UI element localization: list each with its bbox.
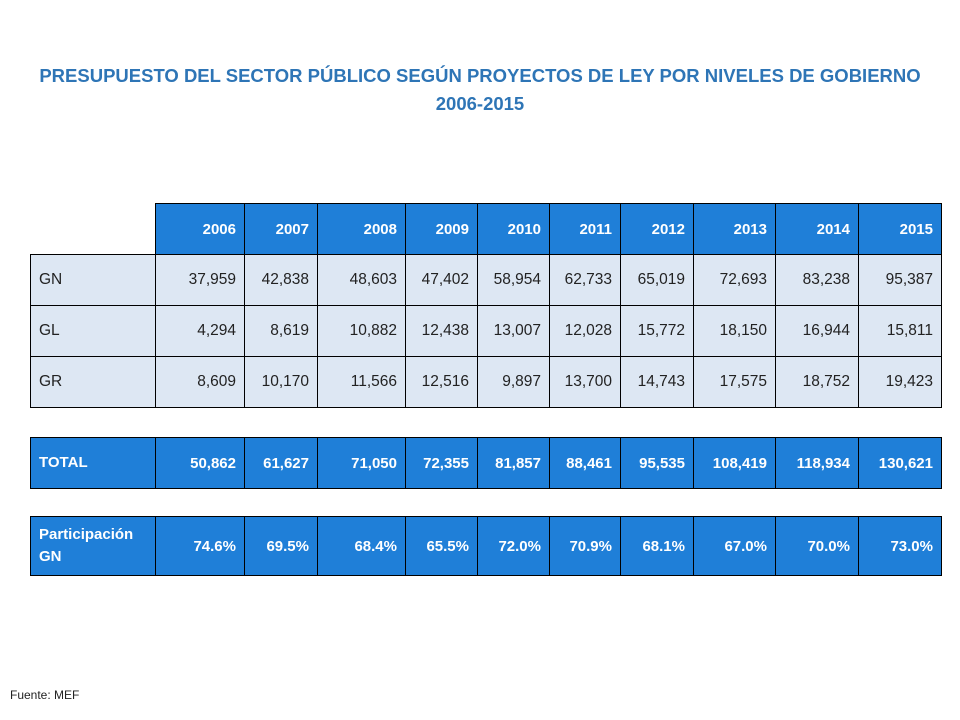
total-cell: 81,857: [477, 437, 550, 489]
value-cell: 37,959: [155, 254, 245, 306]
total-row: TOTAL 50,862 61,627 71,050 72,355 81,857…: [30, 437, 942, 489]
total-cell: 95,535: [620, 437, 694, 489]
value-cell: 95,387: [858, 254, 942, 306]
year-header: 2013: [693, 203, 776, 255]
page-title: PRESUPUESTO DEL SECTOR PÚBLICO SEGÚN PRO…: [0, 62, 960, 118]
participation-cell: 69.5%: [244, 516, 318, 576]
value-cell: 13,700: [549, 356, 621, 408]
year-header: 2010: [477, 203, 550, 255]
title-line-2: 2006-2015: [435, 93, 525, 114]
participation-cell: 72.0%: [477, 516, 550, 576]
total-label: TOTAL: [30, 437, 156, 489]
value-cell: 62,733: [549, 254, 621, 306]
year-header-row: 2006 2007 2008 2009 2010 2011 2012 2013 …: [30, 203, 942, 255]
source-note: Fuente: MEF: [10, 688, 80, 702]
value-cell: 8,609: [155, 356, 245, 408]
row-label: GL: [30, 305, 156, 357]
participation-label: Participación GN: [30, 516, 156, 576]
row-label: GN: [30, 254, 156, 306]
value-cell: 8,619: [244, 305, 318, 357]
value-cell: 10,882: [317, 305, 406, 357]
total-cell: 88,461: [549, 437, 621, 489]
participation-cell: 68.1%: [620, 516, 694, 576]
value-cell: 48,603: [317, 254, 406, 306]
total-cell: 71,050: [317, 437, 406, 489]
year-header: 2015: [858, 203, 942, 255]
budget-table: 2006 2007 2008 2009 2010 2011 2012 2013 …: [30, 203, 942, 408]
total-table: TOTAL 50,862 61,627 71,050 72,355 81,857…: [30, 437, 942, 489]
total-cell: 118,934: [775, 437, 859, 489]
value-cell: 12,438: [405, 305, 478, 357]
value-cell: 12,516: [405, 356, 478, 408]
value-cell: 12,028: [549, 305, 621, 357]
participation-cell: 70.0%: [775, 516, 859, 576]
corner-cell: [30, 203, 156, 255]
participation-cell: 74.6%: [155, 516, 245, 576]
participation-row: Participación GN 74.6% 69.5% 68.4% 65.5%…: [30, 516, 942, 576]
value-cell: 18,752: [775, 356, 859, 408]
value-cell: 65,019: [620, 254, 694, 306]
row-label: GR: [30, 356, 156, 408]
table-row-gl: GL 4,294 8,619 10,882 12,438 13,007 12,0…: [30, 305, 942, 357]
value-cell: 13,007: [477, 305, 550, 357]
value-cell: 14,743: [620, 356, 694, 408]
total-cell: 108,419: [693, 437, 776, 489]
total-cell: 130,621: [858, 437, 942, 489]
value-cell: 42,838: [244, 254, 318, 306]
participation-cell: 70.9%: [549, 516, 621, 576]
table-row-gr: GR 8,609 10,170 11,566 12,516 9,897 13,7…: [30, 356, 942, 408]
year-header: 2008: [317, 203, 406, 255]
total-cell: 61,627: [244, 437, 318, 489]
participation-cell: 68.4%: [317, 516, 406, 576]
value-cell: 16,944: [775, 305, 859, 357]
year-header: 2014: [775, 203, 859, 255]
year-header: 2006: [155, 203, 245, 255]
value-cell: 4,294: [155, 305, 245, 357]
participation-table: Participación GN 74.6% 69.5% 68.4% 65.5%…: [30, 516, 942, 576]
year-header: 2012: [620, 203, 694, 255]
participation-cell: 67.0%: [693, 516, 776, 576]
year-header: 2011: [549, 203, 621, 255]
total-cell: 72,355: [405, 437, 478, 489]
value-cell: 10,170: [244, 356, 318, 408]
value-cell: 58,954: [477, 254, 550, 306]
participation-cell: 73.0%: [858, 516, 942, 576]
value-cell: 19,423: [858, 356, 942, 408]
title-line-1: PRESUPUESTO DEL SECTOR PÚBLICO SEGÚN PRO…: [39, 65, 921, 86]
value-cell: 17,575: [693, 356, 776, 408]
year-header: 2007: [244, 203, 318, 255]
table-row-gn: GN 37,959 42,838 48,603 47,402 58,954 62…: [30, 254, 942, 306]
value-cell: 11,566: [317, 356, 406, 408]
value-cell: 72,693: [693, 254, 776, 306]
year-header: 2009: [405, 203, 478, 255]
value-cell: 47,402: [405, 254, 478, 306]
value-cell: 18,150: [693, 305, 776, 357]
value-cell: 9,897: [477, 356, 550, 408]
value-cell: 15,811: [858, 305, 942, 357]
value-cell: 83,238: [775, 254, 859, 306]
total-cell: 50,862: [155, 437, 245, 489]
value-cell: 15,772: [620, 305, 694, 357]
participation-cell: 65.5%: [405, 516, 478, 576]
